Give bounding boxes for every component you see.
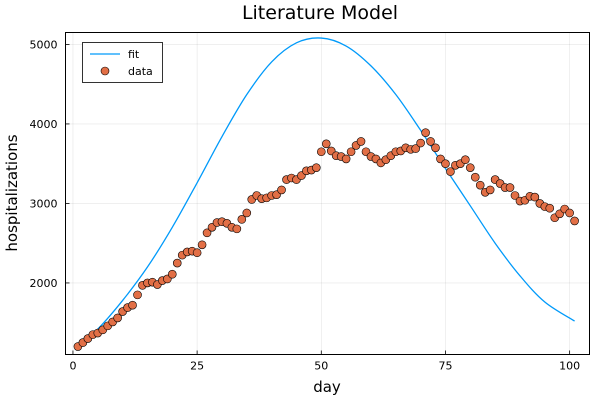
data-point [475,180,485,190]
data-point [530,192,540,202]
data-point [356,137,366,146]
x-tick-label: 25 [190,360,204,373]
data-point [446,167,455,176]
legend-data-swatch [100,66,110,76]
data-point [192,248,202,258]
data-point [545,203,555,213]
legend-fit-label: fit [128,48,140,61]
data-point [441,159,450,168]
y-axis-label: hospitalizations [3,134,21,251]
data-point [416,138,425,148]
data-point [341,154,351,164]
data-point [470,172,480,182]
data-point [321,139,331,149]
data-point [128,300,137,310]
y-tick-label: 2000 [30,277,58,290]
y-tick-label: 4000 [30,118,58,131]
data-point [431,143,440,153]
x-axis-label: day [313,378,341,396]
data-point [465,163,475,172]
data-point [505,183,515,192]
x-tick-label: 0 [69,360,76,373]
data-point [312,163,321,172]
data-point [113,313,122,323]
x-axis: 0 25 50 75 100 [69,350,580,373]
data-point [485,185,495,195]
chart-title: Literature Model [242,2,398,24]
data-point [461,155,470,165]
data-point [565,208,574,218]
data-point [346,147,356,157]
data-point [570,216,579,226]
y-tick-label: 3000 [30,197,58,210]
data-point [411,144,420,153]
data-point [172,258,182,268]
x-tick-label: 50 [314,360,328,373]
y-tick-label: 5000 [30,38,58,51]
legend-data-label: data [128,65,153,78]
data-point [316,147,326,157]
data-point [237,215,247,224]
series-fit-line [77,37,575,347]
data-point [242,208,252,218]
data-point [277,185,286,195]
data-point [421,128,430,137]
data-point [510,191,520,200]
data-point [232,224,242,234]
y-axis: 2000 3000 4000 5000 [30,38,70,290]
plot-frame [65,32,590,355]
x-tick-label: 100 [559,360,580,373]
x-tick-label: 75 [438,360,452,373]
legend-box [82,42,163,83]
data-point [197,240,207,250]
data-point [133,290,142,300]
series-layer [73,37,579,351]
data-point [202,228,212,238]
data-point [167,269,177,279]
data-point [426,137,435,146]
legend: fit data [82,42,163,83]
